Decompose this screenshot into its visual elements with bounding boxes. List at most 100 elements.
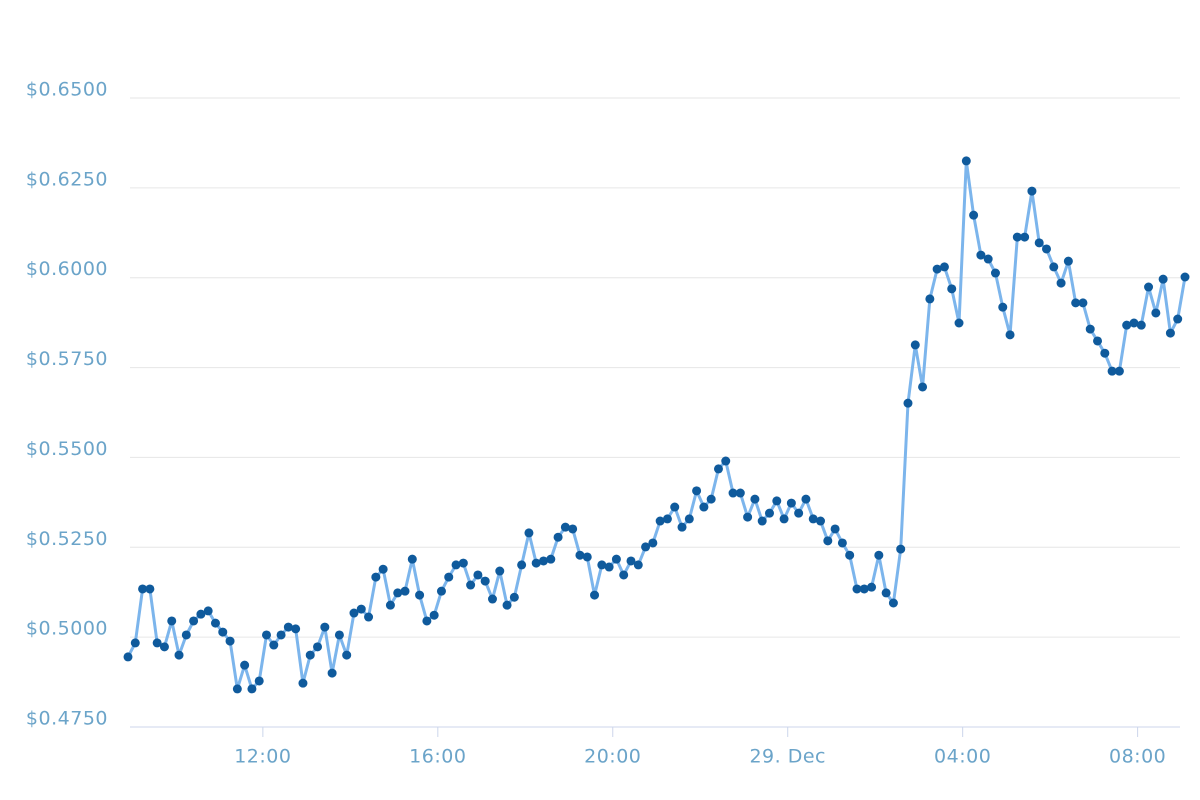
data-point (517, 560, 527, 570)
y-tick-label: $0.6250 (26, 168, 108, 190)
y-tick-label: $0.5500 (26, 438, 108, 460)
data-point (903, 398, 913, 408)
data-point (145, 584, 155, 594)
data-point (692, 486, 702, 496)
data-point (837, 538, 847, 548)
data-point (947, 284, 957, 294)
data-point (123, 652, 133, 662)
data-point (1071, 298, 1081, 308)
y-tick-label: $0.6000 (26, 258, 108, 280)
data-point (152, 638, 162, 648)
data-point (633, 560, 643, 570)
data-point (626, 556, 636, 566)
data-point (218, 627, 228, 637)
data-point (918, 382, 928, 392)
data-point (845, 550, 855, 560)
data-point (1165, 328, 1175, 338)
data-point (1027, 186, 1037, 196)
data-point (138, 584, 148, 594)
data-point (867, 582, 877, 592)
data-point (254, 676, 264, 686)
data-point (1173, 314, 1183, 324)
data-point (1114, 366, 1124, 376)
data-point (539, 556, 549, 566)
data-point (415, 590, 425, 600)
data-point (1041, 244, 1051, 254)
data-point (553, 532, 563, 542)
data-point (648, 538, 658, 548)
data-point (1144, 282, 1154, 292)
data-point (1129, 318, 1139, 328)
data-point (1063, 256, 1073, 266)
data-point (874, 550, 884, 560)
data-point (998, 302, 1008, 312)
data-point (349, 608, 359, 618)
data-point (356, 604, 366, 614)
data-point (954, 318, 964, 328)
data-point (939, 262, 949, 272)
data-point (961, 156, 971, 166)
data-point (364, 612, 374, 622)
data-point (823, 536, 833, 546)
data-point (590, 590, 600, 600)
data-point (896, 544, 906, 554)
data-point (677, 522, 687, 532)
data-point (436, 586, 446, 596)
data-point (706, 494, 716, 504)
data-point (764, 508, 774, 518)
data-point (283, 622, 293, 632)
data-point (662, 514, 672, 524)
data-point (568, 524, 578, 534)
x-tick-label: 20:00 (584, 746, 641, 768)
data-point (582, 552, 592, 562)
y-tick-label: $0.5250 (26, 528, 108, 550)
data-point (422, 616, 432, 626)
data-point (407, 554, 417, 564)
data-point (655, 516, 665, 526)
data-point (320, 622, 330, 632)
y-tick-label: $0.5750 (26, 348, 108, 370)
data-point (181, 630, 191, 640)
data-point (524, 528, 534, 538)
data-point (604, 562, 614, 572)
data-point (466, 580, 476, 590)
data-point (743, 512, 753, 522)
data-point (276, 630, 286, 640)
data-point (371, 572, 381, 582)
data-point (560, 522, 570, 532)
data-point (801, 494, 811, 504)
data-point (473, 570, 483, 580)
data-point (458, 558, 468, 568)
data-point (495, 566, 505, 576)
data-point (1107, 366, 1117, 376)
data-point (619, 570, 629, 580)
data-point (531, 558, 541, 568)
data-point (210, 618, 220, 628)
data-point (611, 554, 621, 564)
data-point (480, 576, 490, 586)
data-point (378, 564, 388, 574)
data-point (816, 516, 826, 526)
data-point (932, 264, 942, 274)
y-tick-label: $0.6500 (26, 79, 108, 101)
y-tick-label: $0.5000 (26, 618, 108, 640)
data-point (327, 668, 337, 678)
data-point (794, 508, 804, 518)
data-point (772, 496, 782, 506)
data-point (502, 600, 512, 610)
data-point (269, 640, 279, 650)
data-point (684, 514, 694, 524)
data-point (1180, 272, 1190, 282)
data-point (1093, 336, 1103, 346)
data-point (429, 610, 439, 620)
data-point (735, 488, 745, 498)
y-tick-label: $0.4750 (26, 708, 108, 730)
data-point (1056, 278, 1066, 288)
data-point (313, 642, 323, 652)
data-point (334, 630, 344, 640)
data-point (786, 498, 796, 508)
data-point (305, 650, 315, 660)
data-point (1034, 238, 1044, 248)
x-tick-label: 16:00 (409, 746, 466, 768)
